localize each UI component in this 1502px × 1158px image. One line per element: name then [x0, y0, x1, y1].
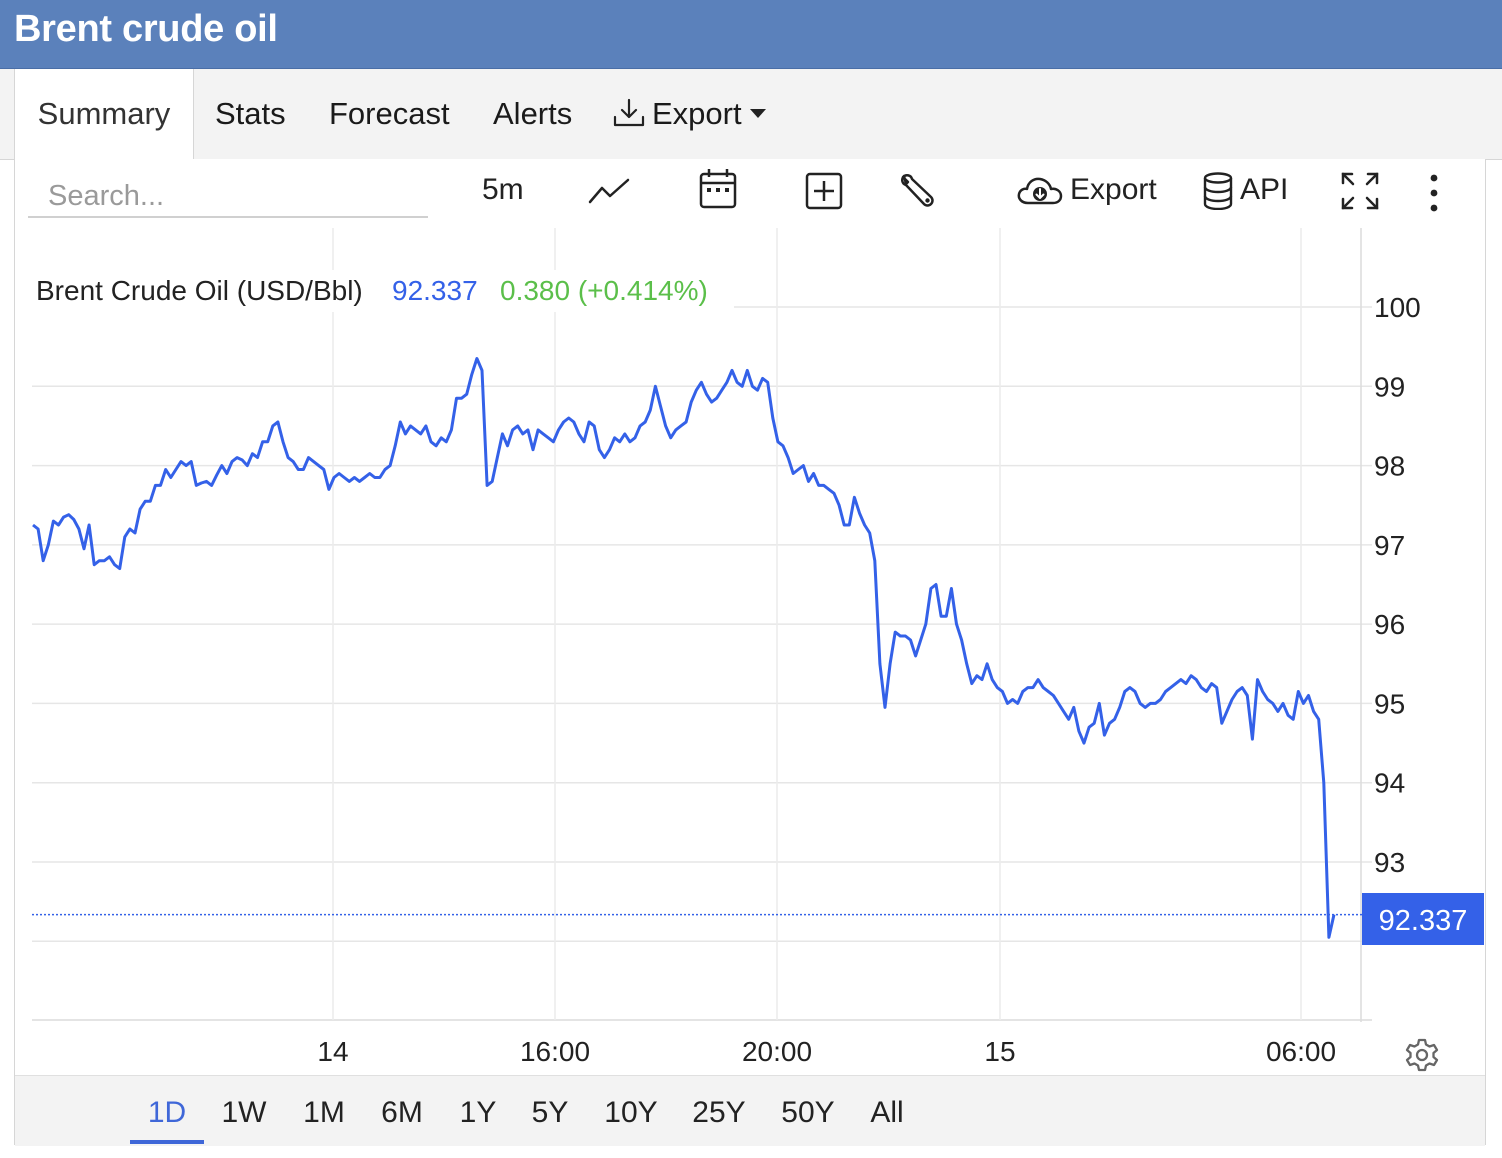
active-range-indicator [130, 1140, 204, 1144]
more-options-button[interactable] [1424, 166, 1444, 214]
chart-grid [32, 228, 1372, 1022]
tab-alerts-label: Alerts [493, 96, 573, 131]
export-button-label: Export [1070, 173, 1157, 206]
tab-bar: Summary Stats Forecast Alerts Export [0, 69, 1502, 160]
chart-settings-button[interactable] [1404, 1030, 1440, 1078]
y-tick-label: 98 [1374, 451, 1405, 482]
legend-change-pct: (+0.414%) [578, 275, 708, 306]
page-title: Brent crude oil [14, 8, 278, 50]
api-button-label: API [1240, 173, 1289, 206]
legend-change: 0.380 (+0.414%) [500, 275, 708, 306]
interval-selector[interactable]: 5m [482, 166, 524, 214]
y-tick-label: 100 [1374, 292, 1421, 323]
range-6m[interactable]: 6M [365, 1096, 439, 1130]
tab-summary[interactable]: Summary [14, 69, 194, 160]
range-1d[interactable]: 1D [130, 1096, 204, 1130]
fullscreen-icon [1341, 172, 1379, 210]
range-1y[interactable]: 1Y [441, 1096, 515, 1130]
range-all[interactable]: All [850, 1096, 924, 1130]
wrench-icon [901, 174, 934, 207]
tab-stats[interactable]: Stats [215, 69, 286, 159]
tab-summary-label: Summary [37, 96, 171, 131]
range-50y[interactable]: 50Y [771, 1096, 845, 1130]
range-1d-label: 1D [147, 1096, 187, 1129]
y-tick-label: 94 [1374, 768, 1405, 799]
download-icon [613, 98, 645, 126]
search-input[interactable] [28, 170, 428, 218]
plus-square-icon [805, 172, 843, 210]
range-all-label: All [870, 1096, 904, 1129]
tab-alerts[interactable]: Alerts [493, 69, 572, 159]
chevron-down-icon [749, 109, 766, 119]
tools-button[interactable] [898, 166, 938, 214]
page-header: Brent crude oil [0, 0, 1502, 69]
database-icon [1203, 172, 1233, 211]
legend-background [32, 270, 734, 312]
range-25y[interactable]: 25Y [682, 1096, 756, 1130]
tab-export[interactable]: Export [612, 69, 766, 159]
range-1y-label: 1Y [459, 1096, 497, 1129]
range-10y-label: 10Y [604, 1096, 658, 1129]
tab-forecast[interactable]: Forecast [329, 69, 450, 159]
range-1m-label: 1M [303, 1096, 345, 1129]
line-chart-icon [588, 178, 630, 204]
y-tick-label: 99 [1374, 371, 1405, 402]
range-1m[interactable]: 1M [287, 1096, 361, 1130]
gear-icon [1405, 1038, 1439, 1072]
range-bar [15, 1075, 1485, 1146]
x-tick-label: 15 [984, 1036, 1015, 1067]
date-range-button[interactable] [698, 164, 738, 212]
range-6m-label: 6M [381, 1096, 423, 1129]
chart-panel [14, 159, 1486, 1145]
x-tick-label: 06:00 [1266, 1036, 1336, 1067]
tab-export-label: Export [652, 96, 742, 131]
tab-forecast-label: Forecast [329, 96, 450, 131]
x-axis: 14 16:00 20:00 15 06:00 [317, 1036, 1336, 1067]
api-button[interactable]: API [1202, 166, 1288, 214]
cloud-download-icon [1017, 177, 1063, 205]
chart-type-button[interactable] [588, 166, 630, 214]
range-5y[interactable]: 5Y [513, 1096, 587, 1130]
y-tick-label: 97 [1374, 530, 1405, 561]
price-line [32, 357, 1336, 939]
range-1w[interactable]: 1W [207, 1096, 281, 1130]
calendar-icon [699, 169, 737, 209]
add-indicator-button[interactable] [805, 166, 843, 214]
y-tick-label: 95 [1374, 688, 1405, 719]
chart-title: Brent Crude Oil (USD/Bbl) [36, 275, 363, 306]
last-price-badge [1362, 893, 1484, 945]
tab-stats-label: Stats [215, 96, 286, 131]
x-tick-label: 14 [317, 1036, 348, 1067]
y-tick-label: 93 [1374, 847, 1405, 878]
interval-label: 5m [482, 173, 524, 206]
x-tick-label: 16:00 [520, 1036, 590, 1067]
range-25y-label: 25Y [692, 1096, 746, 1129]
y-axis: 93 94 95 96 97 98 99 100 [1374, 292, 1421, 878]
more-vertical-icon [1430, 174, 1438, 212]
x-tick-label: 20:00 [742, 1036, 812, 1067]
y-tick-label: 96 [1374, 609, 1405, 640]
range-50y-label: 50Y [781, 1096, 835, 1129]
fullscreen-button[interactable] [1340, 166, 1380, 214]
legend-change-value: 0.380 [500, 275, 570, 306]
range-1w-label: 1W [221, 1096, 267, 1129]
range-5y-label: 5Y [531, 1096, 569, 1129]
export-button[interactable]: Export [1016, 166, 1157, 214]
range-10y[interactable]: 10Y [594, 1096, 668, 1130]
last-price-badge-label: 92.337 [1379, 905, 1468, 937]
legend-price: 92.337 [392, 275, 478, 306]
